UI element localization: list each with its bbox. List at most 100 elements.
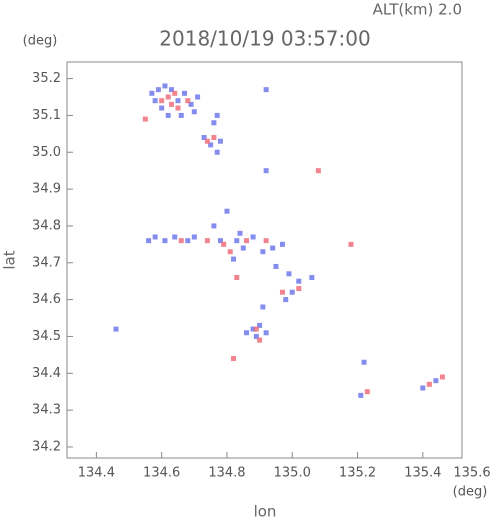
x-tick-label: 134.8 (208, 466, 245, 481)
x-tick-label: 134.6 (143, 466, 180, 481)
echo-point (227, 249, 233, 255)
echo-point (279, 289, 285, 295)
echo-point (240, 245, 246, 251)
echo-point (162, 83, 168, 89)
echo-point (230, 256, 236, 262)
echo-point (289, 289, 295, 295)
echo-point (237, 230, 243, 236)
y-tick-label: 34.3 (32, 403, 61, 418)
echo-point (253, 326, 259, 332)
plot-frame (66, 61, 463, 459)
echo-point (361, 359, 367, 365)
echo-point (273, 263, 279, 269)
echo-point (270, 245, 276, 251)
echo-point (172, 234, 178, 240)
echo-point (142, 116, 148, 122)
y-axis-label: lat (1, 250, 19, 269)
x-tick-label: 135.6 (453, 466, 490, 481)
echo-point (234, 274, 240, 280)
echo-point (146, 238, 152, 244)
echo-point (201, 135, 207, 141)
echo-point (279, 241, 285, 247)
echo-point (175, 98, 181, 104)
y-tick-label: 35.1 (32, 108, 61, 123)
x-tick-label: 134.4 (78, 466, 115, 481)
x-unit: (deg) (453, 485, 488, 500)
echo-point (165, 94, 171, 100)
echo-point (257, 337, 263, 343)
echo-point (263, 168, 269, 174)
echo-point (152, 98, 158, 104)
x-tick-label: 135.0 (274, 466, 311, 481)
echo-point (204, 238, 210, 244)
echo-point (208, 142, 214, 148)
echo-point (309, 274, 315, 280)
echo-point (211, 120, 217, 126)
echo-point (162, 238, 168, 244)
echo-point (253, 333, 259, 339)
echo-point (182, 90, 188, 96)
echo-point (185, 98, 191, 104)
echo-point (260, 249, 266, 255)
echo-point (214, 112, 220, 118)
echo-point (315, 168, 321, 174)
echo-point (214, 149, 220, 155)
echo-point (364, 389, 370, 395)
echo-point (217, 138, 223, 144)
echo-point (224, 208, 230, 214)
echo-point (250, 326, 256, 332)
echo-point (211, 135, 217, 141)
echo-point (244, 238, 250, 244)
echo-point (191, 109, 197, 115)
y-tick-label: 34.4 (32, 366, 61, 381)
echo-point (149, 90, 155, 96)
echo-point (257, 322, 263, 328)
echo-point (185, 238, 191, 244)
echo-point (348, 241, 354, 247)
echo-point (426, 381, 432, 387)
y-tick-label: 34.5 (32, 329, 61, 344)
y-tick-label: 35.2 (32, 71, 61, 86)
echo-point (296, 286, 302, 292)
echo-point (234, 238, 240, 244)
echo-point (191, 234, 197, 240)
echo-point (204, 138, 210, 144)
echo-point (230, 356, 236, 362)
echo-point (433, 378, 439, 384)
y-unit: (deg) (23, 34, 58, 49)
echo-point (172, 90, 178, 96)
echo-point (155, 87, 161, 93)
echo-point (159, 98, 165, 104)
echo-point (175, 105, 181, 111)
echo-point (250, 234, 256, 240)
y-tick-label: 34.6 (32, 292, 61, 307)
x-tick-label: 135.4 (404, 466, 441, 481)
echo-point (263, 238, 269, 244)
echo-point (221, 241, 227, 247)
y-tick-label: 34.7 (32, 255, 61, 270)
echo-point (286, 271, 292, 277)
echo-point (211, 223, 217, 229)
echo-point (217, 238, 223, 244)
y-tick-label: 35.0 (32, 145, 61, 160)
echo-point (159, 105, 165, 111)
echo-point (263, 87, 269, 93)
x-tick-label: 135.2 (339, 466, 376, 481)
altitude: ALT(km) 2.0 (373, 1, 462, 19)
echo-point (283, 297, 289, 303)
echo-point (152, 234, 158, 240)
y-tick-label: 34.2 (32, 439, 61, 454)
echo-point (168, 87, 174, 93)
echo-point (165, 112, 171, 118)
chart-title: 2018/10/19 03:57:00 (159, 27, 370, 51)
echo-point (113, 326, 119, 332)
echo-point (188, 101, 194, 107)
y-tick-label: 34.8 (32, 218, 61, 233)
echo-point (420, 385, 426, 391)
echo-point (263, 330, 269, 336)
echo-point (244, 330, 250, 336)
echo-point (178, 112, 184, 118)
echo-point (195, 94, 201, 100)
echo-point (178, 238, 184, 244)
